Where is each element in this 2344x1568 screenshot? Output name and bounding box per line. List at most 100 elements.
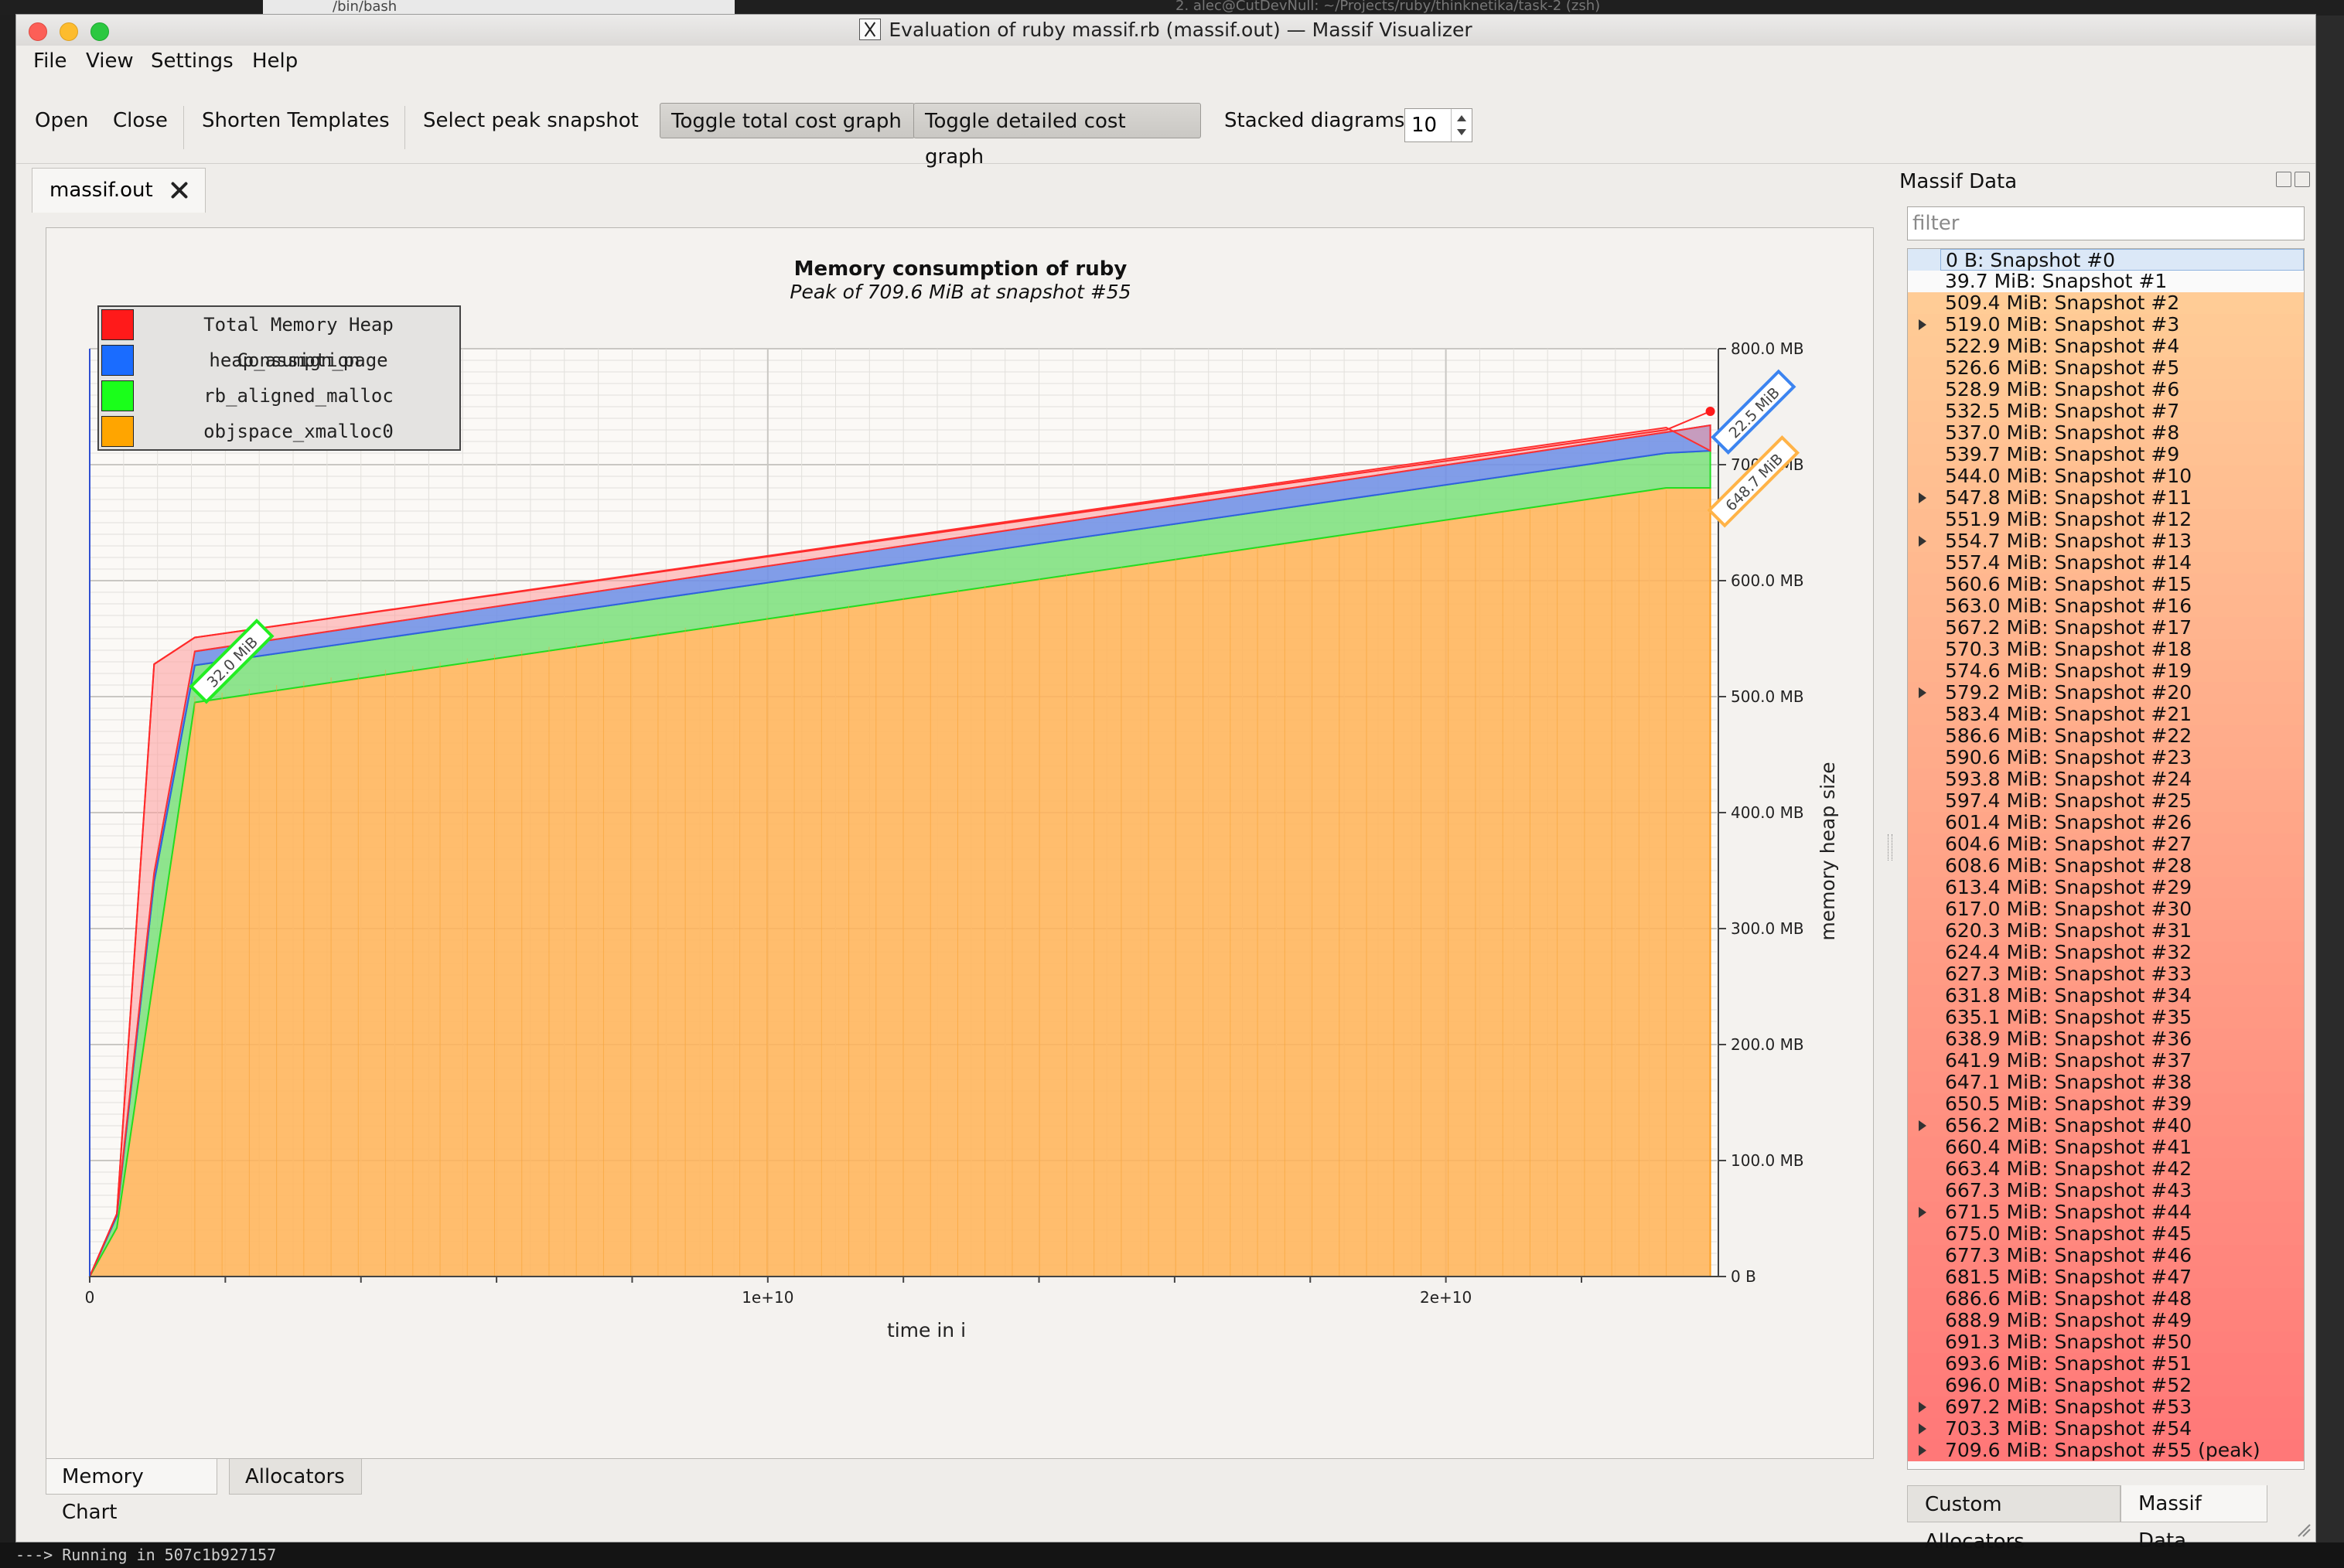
legend-item: rb_aligned_malloc (99, 378, 459, 414)
window-close-button[interactable] (29, 22, 47, 41)
snapshot-row[interactable]: 522.9 MiB: Snapshot #4 (1908, 336, 2304, 357)
snapshot-row[interactable]: 0 B: Snapshot #0 (1908, 249, 2304, 271)
tab-massif-out[interactable]: massif.out (32, 168, 206, 213)
snapshot-row[interactable]: 544.0 MiB: Snapshot #10 (1908, 465, 2304, 487)
snapshot-row[interactable]: 660.4 MiB: Snapshot #41 (1908, 1137, 2304, 1158)
menu-help[interactable]: Help (252, 49, 299, 73)
snapshot-row[interactable]: 567.2 MiB: Snapshot #17 (1908, 617, 2304, 639)
resize-grip-icon[interactable] (2295, 1522, 2311, 1537)
snapshot-row[interactable]: 696.0 MiB: Snapshot #52 (1908, 1375, 2304, 1396)
snapshot-row[interactable]: 608.6 MiB: Snapshot #28 (1908, 855, 2304, 877)
snapshot-row[interactable]: 631.8 MiB: Snapshot #34 (1908, 985, 2304, 1007)
tab-custom-allocators[interactable]: Custom Allocators (1907, 1485, 2121, 1553)
snapshot-row[interactable]: 635.1 MiB: Snapshot #35 (1908, 1007, 2304, 1028)
expand-arrow-icon[interactable] (1919, 1445, 1926, 1456)
tab-memory-chart[interactable]: Memory Chart (46, 1459, 217, 1524)
spin-down-icon[interactable] (1457, 129, 1466, 135)
snapshot-row[interactable]: 627.3 MiB: Snapshot #33 (1908, 963, 2304, 985)
snapshot-row[interactable]: 656.2 MiB: Snapshot #40 (1908, 1115, 2304, 1137)
snapshot-row[interactable]: 590.6 MiB: Snapshot #23 (1908, 747, 2304, 769)
menu-file[interactable]: File (33, 49, 67, 73)
expand-arrow-icon[interactable] (1919, 1120, 1926, 1131)
snapshot-row[interactable]: 613.4 MiB: Snapshot #29 (1908, 877, 2304, 898)
menu-view[interactable]: View (86, 49, 134, 73)
snapshot-label: 675.0 MiB: Snapshot #45 (1945, 1222, 2192, 1245)
memory-chart-svg[interactable]: 0 B 100.0 MB 200.0 MB 300.0 MB 400.0 MB 500.0… (46, 228, 1875, 1460)
snapshot-row[interactable]: 688.9 MiB: Snapshot #49 (1908, 1310, 2304, 1331)
window-maximize-button[interactable] (90, 22, 109, 41)
snapshot-row[interactable]: 557.4 MiB: Snapshot #14 (1908, 552, 2304, 574)
expand-arrow-icon[interactable] (1919, 1423, 1926, 1434)
snapshot-row[interactable]: 537.0 MiB: Snapshot #8 (1908, 422, 2304, 444)
snapshot-row[interactable]: 563.0 MiB: Snapshot #16 (1908, 595, 2304, 617)
snapshot-row[interactable]: 597.4 MiB: Snapshot #25 (1908, 790, 2304, 812)
tab-massif-data[interactable]: Massif Data (2121, 1485, 2267, 1553)
snapshot-row[interactable]: 39.7 MiB: Snapshot #1 (1908, 271, 2304, 292)
window-minimize-button[interactable] (60, 22, 78, 41)
shorten-templates-button[interactable]: Shorten Templates (202, 109, 390, 132)
snapshot-row[interactable]: 667.3 MiB: Snapshot #43 (1908, 1180, 2304, 1202)
background-terminal-tab[interactable]: /bin/bash (263, 0, 735, 14)
expand-arrow-icon[interactable] (1919, 493, 1926, 503)
snapshot-row[interactable]: 681.5 MiB: Snapshot #47 (1908, 1266, 2304, 1288)
snapshot-row[interactable]: 604.6 MiB: Snapshot #27 (1908, 833, 2304, 855)
snapshot-row[interactable]: 671.5 MiB: Snapshot #44 (1908, 1202, 2304, 1223)
snapshot-row[interactable]: 663.4 MiB: Snapshot #42 (1908, 1158, 2304, 1180)
snapshot-row[interactable]: 693.6 MiB: Snapshot #51 (1908, 1353, 2304, 1375)
select-peak-snapshot-button[interactable]: Select peak snapshot (423, 109, 639, 132)
snapshot-row[interactable]: 709.6 MiB: Snapshot #55 (peak) (1908, 1440, 2304, 1461)
toggle-detailed-cost-graph-button[interactable]: Toggle detailed cost graph (913, 103, 1201, 169)
snapshot-row[interactable]: 686.6 MiB: Snapshot #48 (1908, 1288, 2304, 1310)
snapshot-row[interactable]: 586.6 MiB: Snapshot #22 (1908, 725, 2304, 747)
close-icon[interactable] (170, 181, 189, 199)
open-button[interactable]: Open (35, 109, 89, 132)
toggle-total-cost-graph-button[interactable]: Toggle total cost graph (660, 103, 915, 138)
snapshot-row[interactable]: 617.0 MiB: Snapshot #30 (1908, 898, 2304, 920)
snapshot-row[interactable]: 593.8 MiB: Snapshot #24 (1908, 769, 2304, 790)
snapshot-row[interactable]: 539.7 MiB: Snapshot #9 (1908, 444, 2304, 465)
snapshot-row[interactable]: 560.6 MiB: Snapshot #15 (1908, 574, 2304, 595)
snapshot-row[interactable]: 570.3 MiB: Snapshot #18 (1908, 639, 2304, 660)
panel-splitter-handle[interactable] (1888, 834, 1892, 861)
close-button[interactable]: Close (113, 109, 168, 132)
snapshot-row[interactable]: 579.2 MiB: Snapshot #20 (1908, 682, 2304, 704)
snapshot-row[interactable]: 675.0 MiB: Snapshot #45 (1908, 1223, 2304, 1245)
filter-input[interactable] (1907, 206, 2305, 240)
snapshot-row[interactable]: 519.0 MiB: Snapshot #3 (1908, 314, 2304, 336)
panel-close-icon[interactable] (2295, 172, 2310, 187)
expand-arrow-icon[interactable] (1919, 1402, 1926, 1413)
snapshot-row[interactable]: 641.9 MiB: Snapshot #37 (1908, 1050, 2304, 1072)
snapshot-row[interactable]: 638.9 MiB: Snapshot #36 (1908, 1028, 2304, 1050)
menu-settings[interactable]: Settings (151, 49, 234, 73)
snapshot-row[interactable]: 703.3 MiB: Snapshot #54 (1908, 1418, 2304, 1440)
snapshot-row[interactable]: 574.6 MiB: Snapshot #19 (1908, 660, 2304, 682)
snapshot-row[interactable]: 647.1 MiB: Snapshot #38 (1908, 1072, 2304, 1093)
expand-arrow-icon[interactable] (1919, 319, 1926, 330)
snapshot-row[interactable]: 532.5 MiB: Snapshot #7 (1908, 401, 2304, 422)
spin-up-icon[interactable] (1457, 115, 1466, 121)
snapshot-row[interactable]: 691.3 MiB: Snapshot #50 (1908, 1331, 2304, 1353)
snapshot-row[interactable]: 547.8 MiB: Snapshot #11 (1908, 487, 2304, 509)
snapshot-row[interactable]: 528.9 MiB: Snapshot #6 (1908, 379, 2304, 401)
expand-arrow-icon[interactable] (1919, 536, 1926, 547)
spinbox-arrows[interactable] (1451, 109, 1472, 141)
tab-allocators[interactable]: Allocators (229, 1459, 362, 1495)
snapshot-list[interactable]: 0 B: Snapshot #0 39.7 MiB: Snapshot #1 509… (1907, 248, 2305, 1470)
snapshot-row[interactable]: 601.4 MiB: Snapshot #26 (1908, 812, 2304, 833)
snapshot-row[interactable]: 620.3 MiB: Snapshot #31 (1908, 920, 2304, 942)
snapshot-row[interactable]: 526.6 MiB: Snapshot #5 (1908, 357, 2304, 379)
legend-swatch (101, 416, 134, 447)
snapshot-row[interactable]: 583.4 MiB: Snapshot #21 (1908, 704, 2304, 725)
expand-arrow-icon[interactable] (1919, 687, 1926, 698)
panel-float-icon[interactable] (2276, 172, 2291, 187)
snapshot-row[interactable]: 551.9 MiB: Snapshot #12 (1908, 509, 2304, 530)
snapshot-row[interactable]: 624.4 MiB: Snapshot #32 (1908, 942, 2304, 963)
expand-arrow-icon[interactable] (1919, 1207, 1926, 1218)
snapshot-row[interactable]: 554.7 MiB: Snapshot #13 (1908, 530, 2304, 552)
peak-marker[interactable] (1705, 407, 1715, 416)
stacked-diagrams-spinbox[interactable]: 10 (1404, 108, 1472, 142)
snapshot-row[interactable]: 677.3 MiB: Snapshot #46 (1908, 1245, 2304, 1266)
snapshot-row[interactable]: 509.4 MiB: Snapshot #2 (1908, 292, 2304, 314)
snapshot-row[interactable]: 697.2 MiB: Snapshot #53 (1908, 1396, 2304, 1418)
snapshot-row[interactable]: 650.5 MiB: Snapshot #39 (1908, 1093, 2304, 1115)
